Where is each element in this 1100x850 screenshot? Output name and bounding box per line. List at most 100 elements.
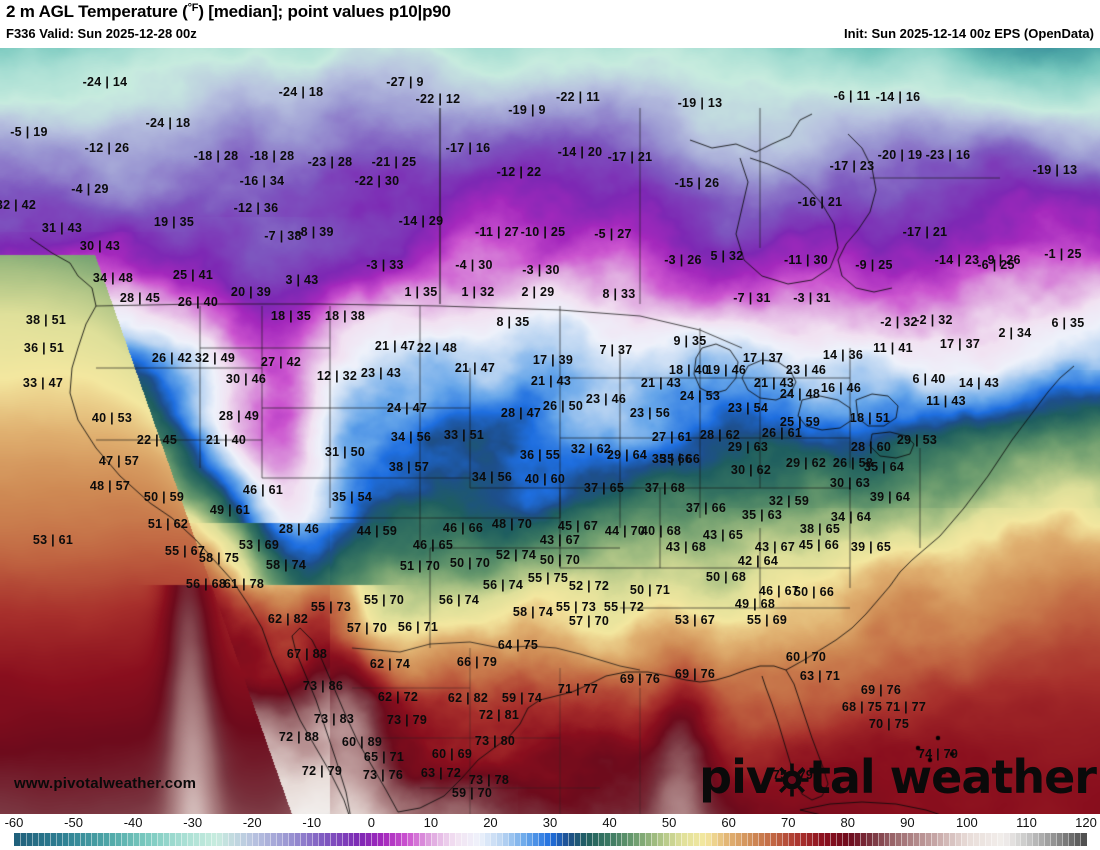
point-value: 65 | 71	[363, 750, 405, 764]
point-value: 53 | 61	[32, 533, 74, 547]
point-value: 52 | 74	[495, 548, 537, 562]
point-value: 68 | 75	[841, 700, 883, 714]
colorbar-tick-4: -20	[242, 815, 262, 830]
point-value: 23 | 46	[585, 392, 627, 406]
point-value: 40 | 68	[640, 524, 682, 538]
point-value: -12 | 36	[233, 201, 279, 215]
point-value: 19 | 46	[705, 363, 747, 377]
point-value: 55 | 73	[310, 600, 352, 614]
watermark-text-part1: piv	[699, 750, 776, 804]
point-value: -14 | 23	[934, 253, 980, 267]
colorbar-tick-13: 70	[780, 815, 796, 830]
point-value: -12 | 22	[496, 165, 542, 179]
point-value: 50 | 71	[629, 583, 671, 597]
point-value: 72 | 81	[478, 708, 520, 722]
point-value: -7 | 31	[733, 291, 771, 305]
point-value: -8 | 39	[296, 225, 334, 239]
point-value: -2 | 32	[915, 313, 953, 327]
point-value: 7 | 37	[599, 343, 633, 357]
gear-icon	[775, 754, 809, 797]
point-value: 32 | 49	[194, 351, 236, 365]
point-value: 58 | 74	[512, 605, 554, 619]
point-value: 73 | 83	[313, 712, 355, 726]
point-value: 67 | 88	[286, 647, 328, 661]
point-value: -4 | 29	[71, 182, 109, 196]
point-value: 37 | 68	[644, 481, 686, 495]
page-title: 2 m AGL Temperature (°F) [median]; point…	[6, 2, 451, 22]
point-value: 70 | 75	[868, 717, 910, 731]
watermark-text-part2: tal weather	[808, 750, 1097, 804]
point-value: 50 | 66	[793, 585, 835, 599]
point-value: 48 | 70	[491, 517, 533, 531]
point-value: 37 | 66	[685, 501, 727, 515]
point-value: 53 | 69	[238, 538, 280, 552]
point-value: 69 | 76	[674, 667, 716, 681]
point-value: -6 | 11	[833, 89, 871, 103]
pivotal-weather-watermark: piv	[699, 750, 1097, 804]
point-value: 23 | 43	[360, 366, 402, 380]
point-value: 46 | 67	[758, 584, 800, 598]
point-value: -19 | 13	[1032, 163, 1078, 177]
point-value: 73 | 79	[386, 713, 428, 727]
point-value: 3 | 43	[285, 273, 319, 287]
point-value: -24 | 18	[278, 85, 324, 99]
point-value: 63 | 71	[799, 669, 841, 683]
point-value: -5 | 19	[10, 125, 48, 139]
point-value: -24 | 14	[82, 75, 128, 89]
point-value: -11 | 27	[474, 225, 520, 239]
temperature-map[interactable]: -24 | 14 -24 | 18 -27 | 9 -22 | 12 -19 | 9 -2…	[0, 48, 1100, 814]
point-value: 61 | 78	[223, 577, 265, 591]
point-value: 6 | 40	[912, 372, 946, 386]
point-value: 43 | 67	[539, 533, 581, 547]
point-value: 31 | 43	[41, 221, 83, 235]
point-value: 24 | 48	[779, 387, 821, 401]
point-value: -14 | 20	[557, 145, 603, 159]
point-value: 43 | 67	[754, 540, 796, 554]
point-value: 2 | 29	[521, 285, 555, 299]
colorbar-tick-12: 60	[721, 815, 736, 830]
header-bar: 2 m AGL Temperature (°F) [median]; point…	[0, 0, 1100, 48]
point-value: 25 | 41	[172, 268, 214, 282]
point-value: -4 | 30	[455, 258, 493, 272]
point-value: 6 | 35	[1051, 316, 1085, 330]
point-value: -7 | 38	[264, 229, 302, 243]
point-value: 30 | 63	[829, 476, 871, 490]
point-value: 8 | 33	[602, 287, 636, 301]
point-value: 44 | 59	[356, 524, 398, 538]
point-value: 29 | 63	[727, 440, 769, 454]
point-value: 35 | 66	[651, 452, 693, 466]
point-value: -2 | 32	[880, 315, 918, 329]
point-value: 71 | 77	[885, 700, 927, 714]
point-value: 39 | 65	[850, 540, 892, 554]
point-value: 40 | 60	[524, 472, 566, 486]
colorbar-tick-18: 120	[1075, 815, 1097, 830]
point-value: 38 | 65	[799, 522, 841, 536]
point-value: 38 | 57	[388, 460, 430, 474]
point-value: -3 | 33	[366, 258, 404, 272]
colorbar-tick-labels: -60 -50 -40 -30 -20 -10 0 10 20 30 40 50 60 70 80 90 100…	[0, 814, 1100, 831]
point-value: 50 | 68	[705, 570, 747, 584]
point-value: 21 | 43	[753, 376, 795, 390]
point-value: 52 | 72	[568, 579, 610, 593]
point-value: 8 | 35	[496, 315, 530, 329]
point-value: 43 | 68	[665, 540, 707, 554]
point-value: 42 | 64	[737, 554, 779, 568]
temperature-raster	[0, 48, 1100, 814]
point-value: 34 | 64	[830, 510, 872, 524]
point-value: 9 | 35	[673, 334, 707, 348]
point-value: -16 | 21	[797, 195, 843, 209]
point-value: 22 | 48	[416, 341, 458, 355]
colorbar[interactable]: -60 -50 -40 -30 -20 -10 0 10 20 30 40 50 60 70 80 90 100…	[0, 814, 1100, 850]
point-value: 40 | 53	[91, 411, 133, 425]
point-value: 28 | 49	[218, 409, 260, 423]
point-value: 50 | 70	[449, 556, 491, 570]
point-value: 20 | 39	[230, 285, 272, 299]
point-value: -11 | 30	[783, 253, 829, 267]
point-value: 58 | 74	[265, 558, 307, 572]
title-unit: °F	[187, 2, 199, 14]
point-value: -22 | 11	[555, 90, 601, 104]
point-value: 66 | 79	[456, 655, 498, 669]
point-value: 25 | 59	[779, 415, 821, 429]
point-value: 12 | 32	[316, 369, 358, 383]
point-value: 18 | 51	[849, 411, 891, 425]
